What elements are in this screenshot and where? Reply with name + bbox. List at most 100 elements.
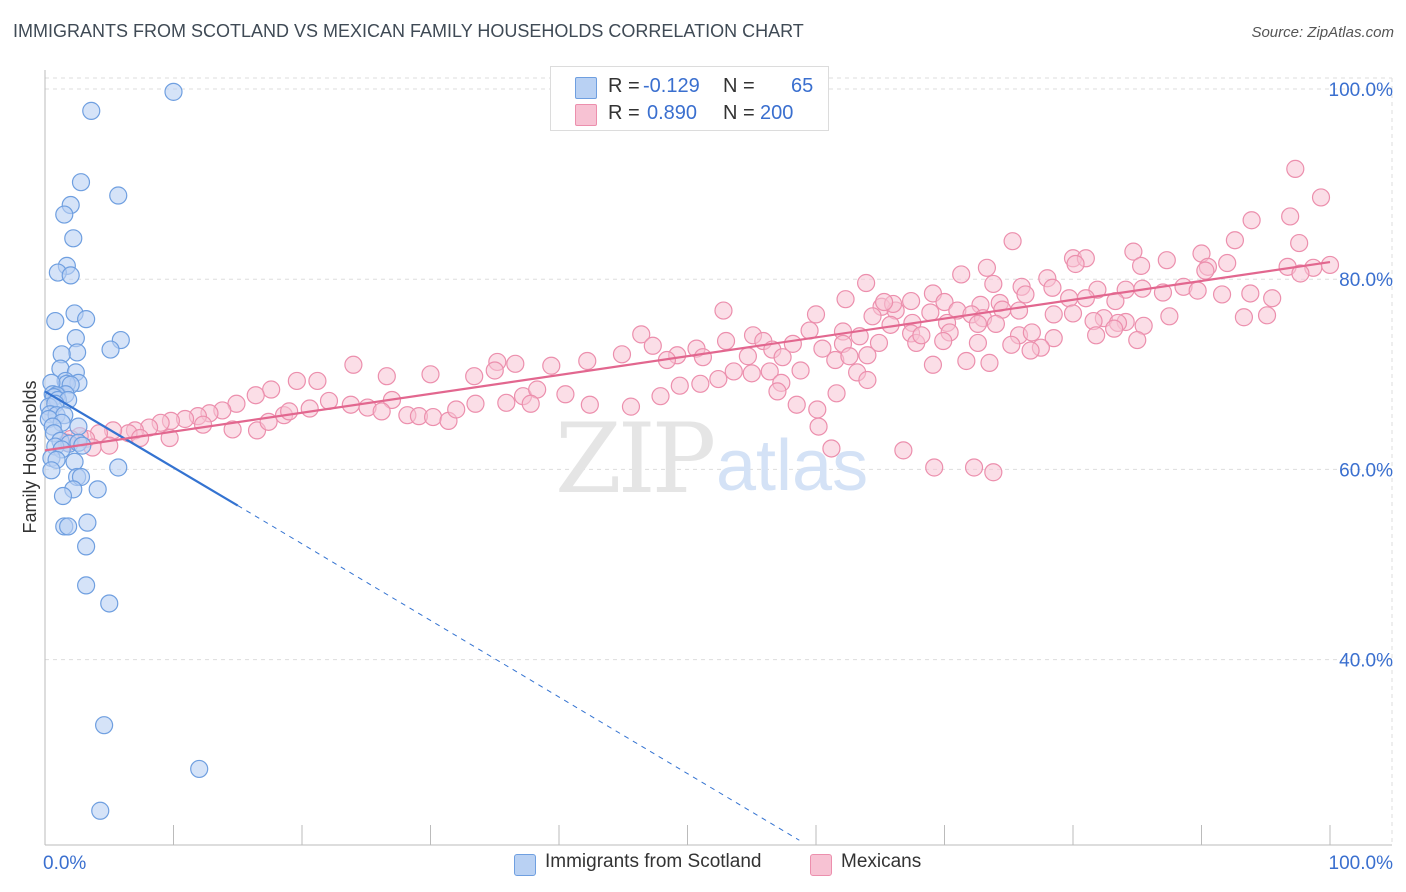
scotland-swatch bbox=[514, 854, 536, 876]
mexicans-point bbox=[863, 307, 882, 326]
scotland-point bbox=[78, 513, 97, 532]
scotland-point bbox=[61, 266, 80, 285]
mexicans-point bbox=[968, 314, 988, 333]
mexicans-point bbox=[372, 402, 391, 421]
mexicans-point bbox=[768, 382, 787, 401]
mexicans-point bbox=[621, 397, 641, 416]
mexicans-point bbox=[423, 407, 443, 427]
correlation-legend: R = -0.129 N = 65 R = 0.890 N = 200 bbox=[550, 66, 829, 131]
scotland-point bbox=[71, 173, 91, 192]
mexicans-point bbox=[632, 325, 651, 344]
mexicans-point bbox=[287, 371, 306, 391]
mexicans-point bbox=[1188, 281, 1207, 300]
mexicans-point bbox=[447, 400, 466, 419]
mexicans-point bbox=[952, 265, 971, 284]
mexicans-point bbox=[1212, 285, 1232, 304]
mexicans-point bbox=[580, 395, 599, 414]
mexicans-point bbox=[1063, 304, 1083, 323]
watermark-atlas: atlas bbox=[716, 426, 868, 506]
scotland-point bbox=[95, 716, 114, 735]
mexicans-point bbox=[1290, 233, 1309, 253]
legend-r-value: 0.890 bbox=[647, 102, 698, 124]
mexicans-point bbox=[716, 331, 736, 351]
watermark: ZIP atlas bbox=[555, 403, 868, 515]
scotland-swatch bbox=[575, 77, 597, 99]
mexicans-point bbox=[466, 394, 485, 413]
mexicans-point bbox=[1044, 305, 1063, 324]
mexicans-point bbox=[858, 370, 877, 390]
mexicans-point bbox=[556, 385, 575, 404]
legend-r-label: R = bbox=[608, 75, 640, 97]
mexicans-point bbox=[691, 374, 710, 393]
scotland-point bbox=[91, 801, 110, 820]
mexicans-point bbox=[1022, 323, 1041, 342]
mexicans-point bbox=[643, 336, 662, 355]
mexicans-point bbox=[1263, 289, 1282, 308]
mexicans-point bbox=[923, 355, 943, 374]
mexicans-point bbox=[1021, 341, 1040, 360]
mexicans-point bbox=[1286, 159, 1305, 178]
legend-n-label: N = bbox=[723, 102, 755, 124]
legend-label-scotland: Immigrants from Scotland bbox=[545, 851, 762, 872]
mexicans-point bbox=[1002, 335, 1021, 354]
scotland-point bbox=[42, 461, 61, 480]
mexicans-point bbox=[791, 361, 810, 380]
y-tick-label: 100.0% bbox=[1329, 80, 1394, 101]
scotland-point bbox=[53, 486, 73, 506]
mexicans-point bbox=[840, 347, 859, 366]
mexicans-point bbox=[836, 290, 855, 309]
mexicans-swatch bbox=[810, 854, 832, 876]
mexicans-point bbox=[809, 417, 828, 436]
legend-n-value: 65 bbox=[791, 75, 814, 97]
scotland-trend-line bbox=[44, 390, 239, 507]
mexicans-point bbox=[1160, 307, 1179, 326]
mexicans-point bbox=[578, 351, 597, 371]
mexicans-point bbox=[822, 439, 841, 458]
mexicans-point bbox=[901, 291, 921, 311]
mexicans-point bbox=[300, 399, 319, 418]
mexicans-point bbox=[1087, 326, 1106, 345]
mexicans-point bbox=[921, 303, 940, 322]
mexicans-swatch bbox=[575, 104, 597, 126]
mexicans-trend-line bbox=[44, 260, 1331, 452]
legend-label-mexicans: Mexicans bbox=[841, 851, 922, 872]
tick-labels: 40.0% 60.0% 80.0% 100.0% 0.0% 100.0% bbox=[43, 80, 1393, 874]
mexicans-point bbox=[894, 441, 913, 460]
mexicans-point bbox=[986, 314, 1006, 333]
mexicans-point bbox=[308, 371, 327, 391]
watermark-zip: ZIP bbox=[555, 403, 714, 515]
scotland-point bbox=[100, 594, 119, 613]
mexicans-point bbox=[1320, 255, 1340, 275]
mexicans-point bbox=[612, 345, 632, 364]
trend-lines bbox=[44, 260, 1331, 841]
scotland-point bbox=[88, 480, 107, 499]
mexicans-point bbox=[968, 333, 988, 353]
mexicans-point bbox=[1016, 285, 1035, 304]
mexicans-point bbox=[1157, 251, 1176, 270]
scotland-point bbox=[64, 229, 83, 248]
mexicans-point bbox=[760, 362, 779, 381]
scotland-point bbox=[46, 311, 65, 331]
mexicans-point bbox=[1009, 301, 1029, 320]
mexicans-point bbox=[935, 292, 954, 312]
mexicans-point bbox=[1234, 308, 1254, 327]
mexicans-point bbox=[506, 354, 525, 373]
mexicans-point bbox=[1281, 207, 1300, 226]
mexicans-point bbox=[262, 380, 281, 399]
mexicans-point bbox=[193, 415, 213, 434]
mexicans-point bbox=[925, 458, 944, 477]
mexicans-point bbox=[1043, 278, 1062, 297]
mexicans-point bbox=[984, 274, 1003, 294]
mexicans-point bbox=[773, 348, 792, 367]
mexicans-point bbox=[497, 393, 516, 412]
mexicans-point bbox=[1291, 264, 1310, 283]
scotland-point bbox=[55, 205, 74, 224]
mexicans-point bbox=[465, 367, 484, 386]
x-tick-label: 0.0% bbox=[43, 853, 86, 874]
scotland-trend-extension bbox=[237, 505, 800, 841]
scotland-point bbox=[68, 343, 87, 362]
mexicans-point bbox=[1044, 329, 1063, 348]
scotland-point bbox=[109, 458, 128, 477]
mexicans-point bbox=[344, 355, 363, 374]
